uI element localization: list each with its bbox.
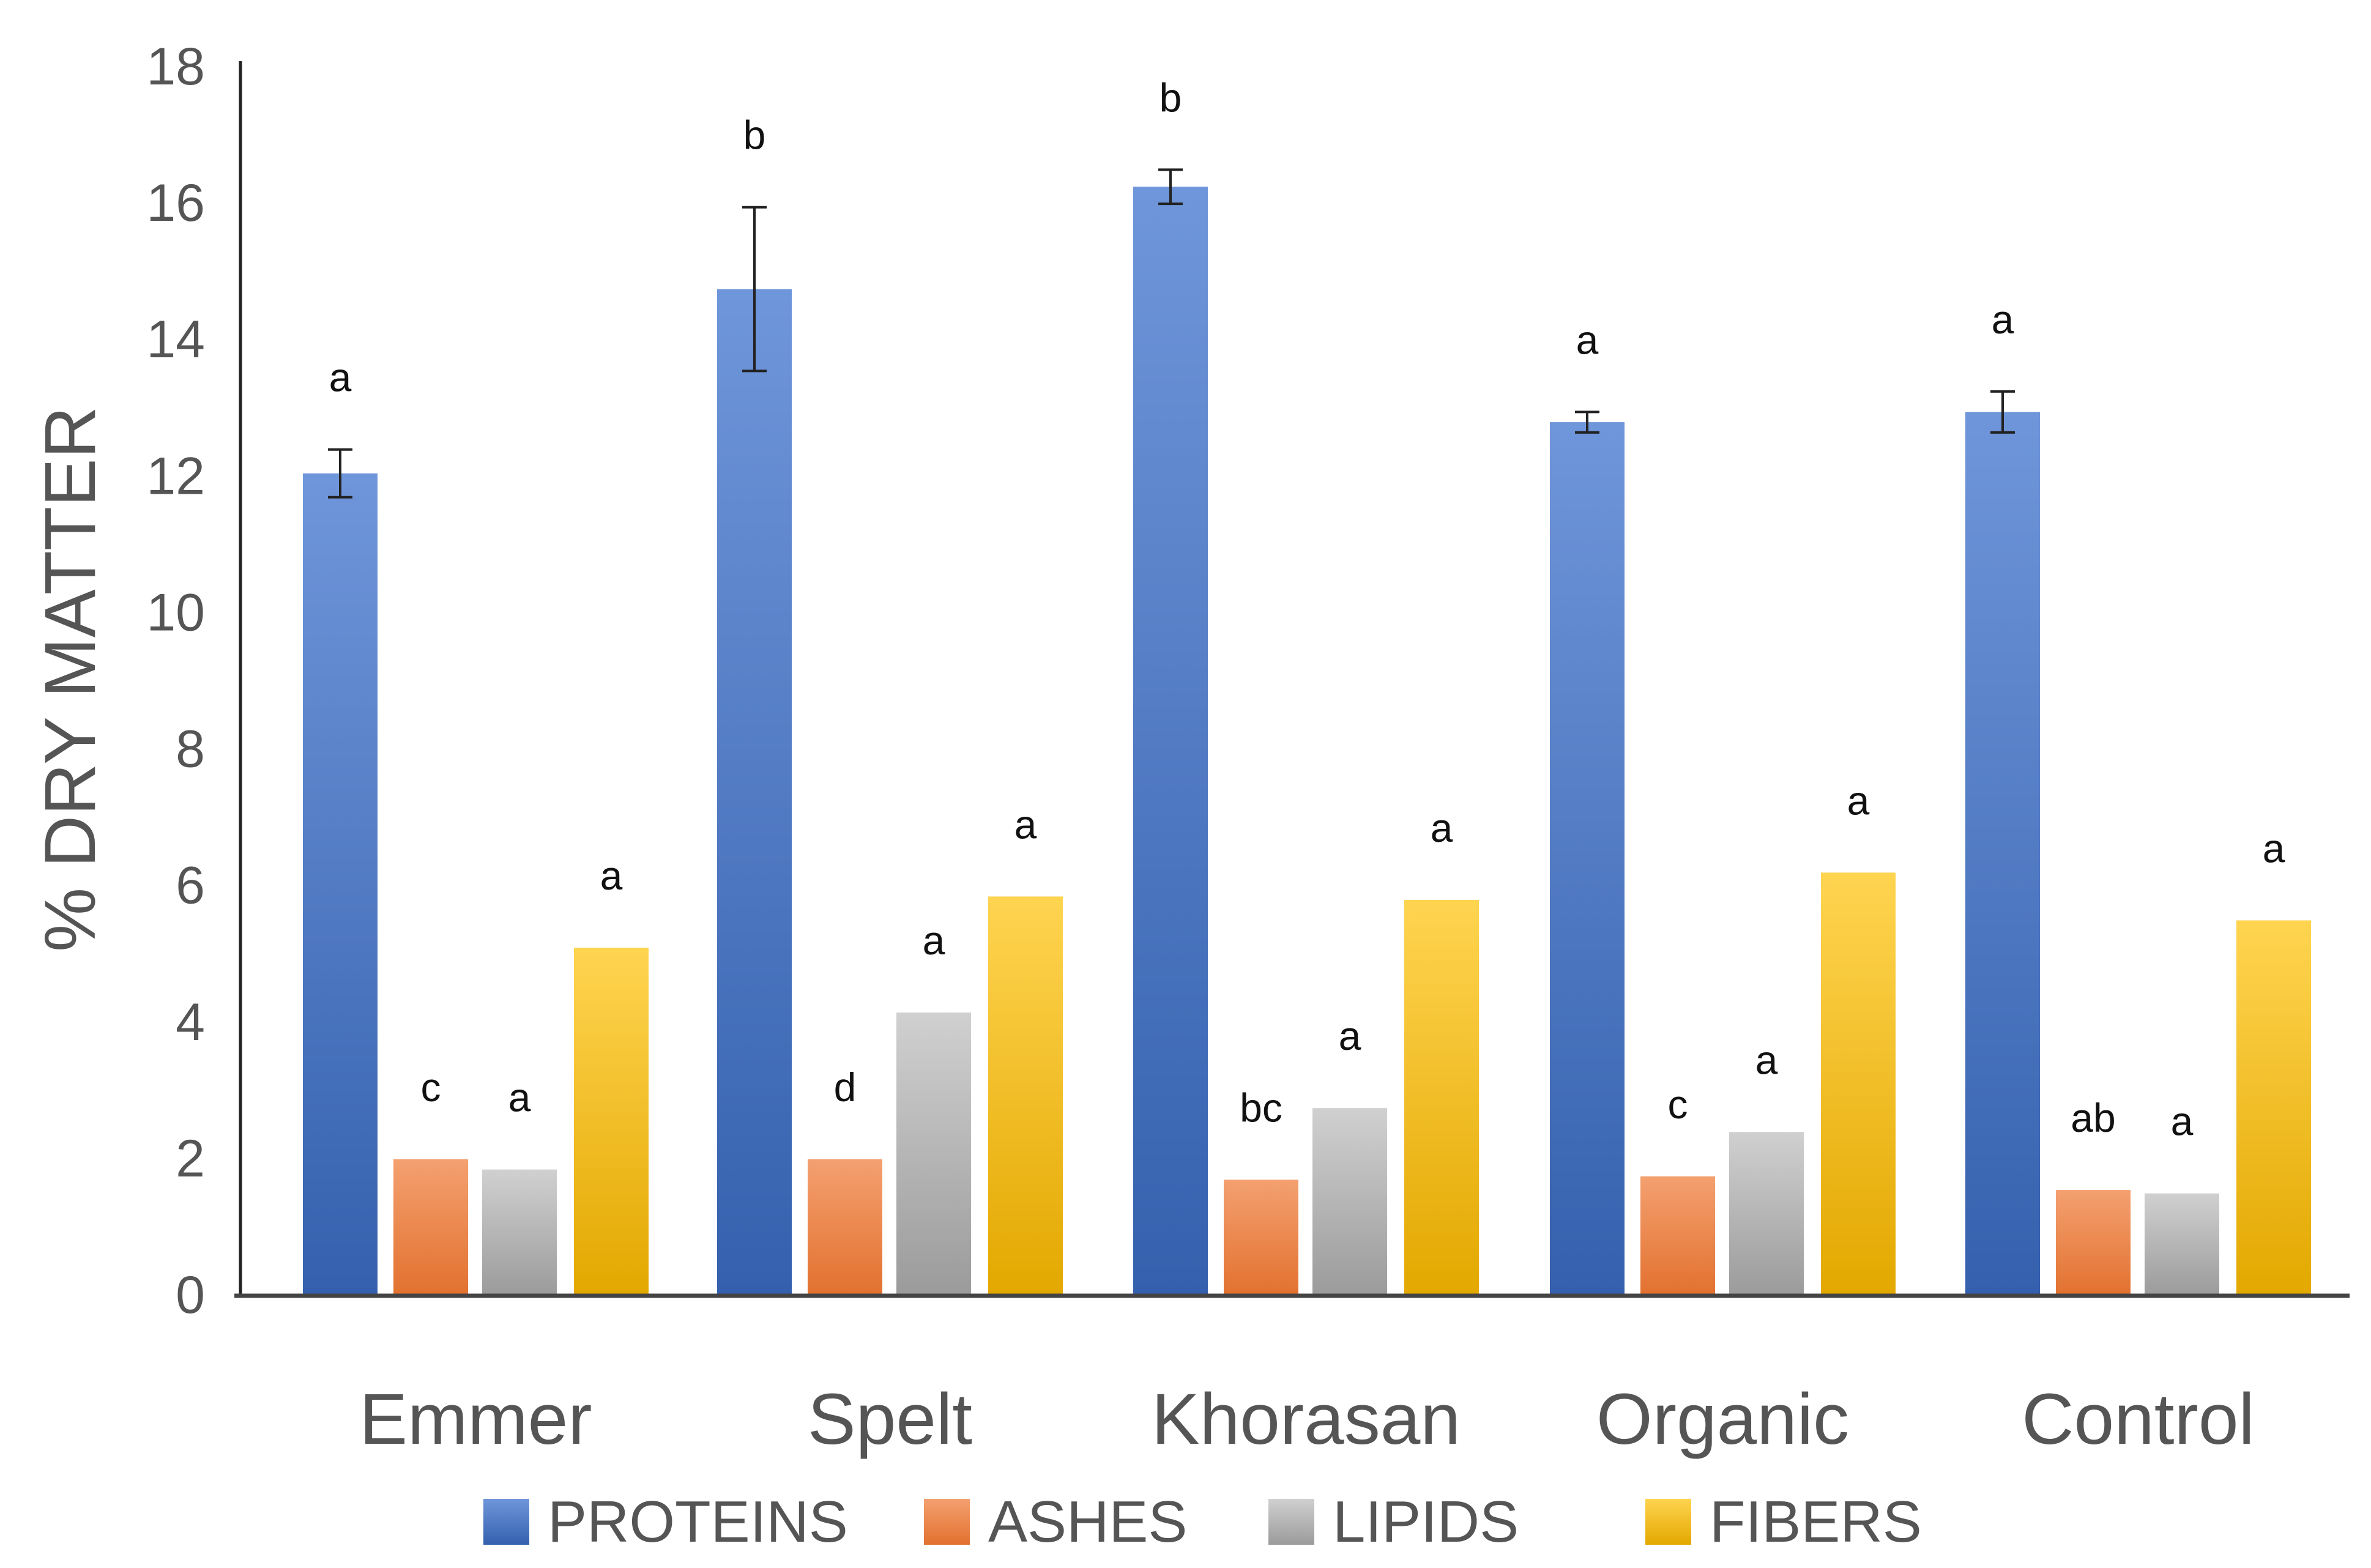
legend-item-proteins: PROTEINS	[483, 1489, 848, 1555]
bar-fibers-organic	[1821, 872, 1896, 1296]
significance-label: a	[2171, 1099, 2194, 1144]
significance-label: c	[421, 1065, 441, 1110]
legend-swatch	[1268, 1499, 1314, 1545]
x-tick-label: Organic	[1596, 1379, 1849, 1460]
y-tick-labels: 0 2 4 6 8 10 12 14 16 18	[146, 37, 205, 1325]
y-tick-label: 12	[146, 447, 205, 505]
significance-label: a	[1431, 805, 1453, 850]
significance-label: a	[1755, 1037, 1778, 1082]
y-tick-label: 8	[176, 720, 205, 779]
bar-lipids-spelt	[896, 1013, 971, 1296]
legend-item-ashes: ASHES	[924, 1489, 1187, 1555]
bar-ashes-spelt	[808, 1159, 882, 1296]
significance-label: a	[1014, 801, 1037, 847]
y-tick-label: 2	[176, 1129, 205, 1188]
x-tick-label: Khorasan	[1152, 1379, 1461, 1460]
x-tick-labels: Emmer Spelt Khorasan Organic Control	[359, 1379, 2254, 1460]
bar-ashes-emmer	[393, 1159, 468, 1296]
significance-label: a	[600, 853, 623, 898]
y-tick-label: 4	[176, 993, 205, 1052]
x-tick-label: Spelt	[808, 1379, 972, 1460]
legend-swatch	[924, 1499, 970, 1545]
error-bar-control	[1990, 390, 2015, 434]
legend: PROTEINS ASHES LIPIDS FIBERS	[483, 1489, 1922, 1555]
bar-ashes-khorasan	[1224, 1180, 1298, 1296]
significance-label: a	[923, 918, 945, 963]
bar-lipids-khorasan	[1312, 1108, 1387, 1296]
error-bars-layer	[328, 168, 2015, 499]
legend-label: FIBERS	[1710, 1489, 1922, 1555]
bar-proteins-emmer	[303, 473, 378, 1296]
error-bar-organic	[1575, 411, 1599, 434]
significance-label: a	[508, 1075, 531, 1120]
legend-swatch	[1645, 1499, 1691, 1545]
significance-label: a	[329, 355, 352, 400]
y-tick-label: 6	[176, 856, 205, 915]
significance-label: a	[2263, 825, 2285, 871]
bar-fibers-spelt	[988, 896, 1063, 1296]
significance-label: a	[1992, 297, 2014, 342]
legend-item-lipids: LIPIDS	[1268, 1489, 1519, 1555]
bar-lipids-control	[2145, 1193, 2219, 1296]
y-tick-label: 0	[176, 1266, 205, 1325]
bar-proteins-spelt	[717, 289, 792, 1296]
bar-lipids-emmer	[482, 1169, 557, 1296]
y-tick-label: 18	[146, 37, 205, 96]
x-tick-label: Control	[2022, 1379, 2254, 1460]
axes-layer	[234, 61, 2350, 1298]
significance-label: a	[1339, 1013, 1361, 1058]
bar-ashes-organic	[1640, 1176, 1715, 1296]
y-axis-title: % DRY MATTER	[30, 406, 111, 952]
bar-proteins-khorasan	[1133, 187, 1208, 1296]
error-bar-spelt	[742, 206, 767, 373]
bar-lipids-organic	[1729, 1132, 1804, 1296]
x-tick-label: Emmer	[359, 1379, 592, 1460]
error-bar-emmer	[328, 448, 352, 499]
bar-fibers-emmer	[574, 948, 649, 1296]
bar-fibers-khorasan	[1404, 899, 1479, 1296]
significance-label: c	[1668, 1082, 1688, 1127]
y-tick-label: 10	[146, 583, 205, 642]
legend-item-fibers: FIBERS	[1645, 1489, 1922, 1555]
legend-label: ASHES	[988, 1489, 1187, 1555]
significance-label: a	[1576, 317, 1599, 362]
legend-swatch	[483, 1499, 529, 1545]
significance-label: b	[743, 113, 766, 158]
legend-label: LIPIDS	[1333, 1489, 1519, 1555]
bar-fibers-control	[2236, 920, 2311, 1296]
significance-label: b	[1159, 75, 1182, 120]
significance-label: ab	[2071, 1095, 2115, 1140]
y-tick-label: 16	[146, 174, 205, 232]
bar-proteins-organic	[1550, 422, 1625, 1296]
bar-ashes-control	[2056, 1190, 2131, 1296]
y-tick-label: 14	[146, 310, 205, 369]
bar-proteins-control	[1965, 412, 2040, 1296]
significance-label: d	[834, 1065, 857, 1110]
significance-label: bc	[1240, 1085, 1282, 1130]
error-bar-khorasan	[1158, 168, 1183, 206]
significance-label: a	[1847, 778, 1870, 823]
bars-layer	[303, 187, 2311, 1296]
legend-label: PROTEINS	[548, 1489, 848, 1555]
